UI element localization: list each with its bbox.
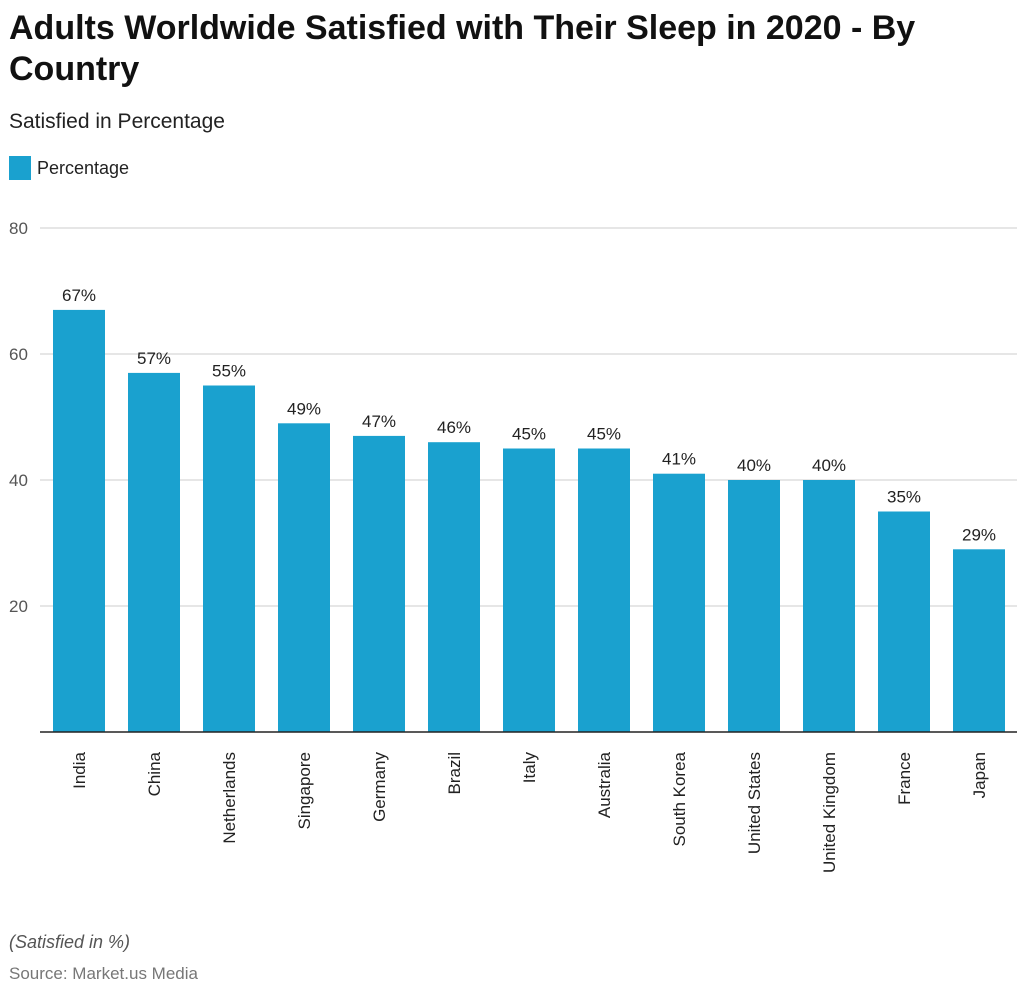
x-tick-label: Netherlands <box>220 752 239 844</box>
data-label: 47% <box>362 412 396 431</box>
data-label: 55% <box>212 362 246 381</box>
legend-swatch <box>9 156 31 180</box>
bar <box>278 423 330 732</box>
chart-title: Adults Worldwide Satisfied with Their Sl… <box>9 9 916 88</box>
chart-subtitle: Satisfied in Percentage <box>9 110 225 133</box>
data-label: 67% <box>62 286 96 305</box>
legend-label: Percentage <box>37 157 130 178</box>
x-tick-label: United States <box>745 752 764 854</box>
bar <box>728 480 780 732</box>
data-label: 45% <box>512 425 546 444</box>
y-tick-label: 60 <box>9 345 28 364</box>
bar <box>428 442 480 732</box>
data-label: 40% <box>812 456 846 475</box>
bar <box>128 372 180 732</box>
bar <box>878 511 930 732</box>
x-tick-label: Australia <box>595 751 614 818</box>
data-label: 41% <box>662 450 696 469</box>
legend: Percentage <box>9 156 129 180</box>
x-tick-label: Italy <box>520 752 539 784</box>
bar <box>578 448 630 732</box>
bar <box>953 549 1005 732</box>
x-tick-label: Japan <box>970 752 989 798</box>
bar <box>503 448 555 732</box>
bar <box>653 473 705 732</box>
data-label: 45% <box>587 425 621 444</box>
data-label: 46% <box>437 418 471 437</box>
data-label: 49% <box>287 399 321 418</box>
y-tick-label: 40 <box>9 471 28 490</box>
x-tick-label: Brazil <box>445 752 464 795</box>
x-tick-label: South Korea <box>670 751 689 846</box>
x-tick-label: China <box>145 751 164 796</box>
source-text: Source: Market.us Media <box>9 964 198 983</box>
data-label: 29% <box>962 525 996 544</box>
data-label: 40% <box>737 456 771 475</box>
x-tick-label: India <box>70 751 89 788</box>
x-tick-label: Germany <box>370 752 389 822</box>
x-tick-label: Singapore <box>295 752 314 830</box>
bar <box>53 309 105 732</box>
bar <box>803 480 855 732</box>
data-label: 35% <box>887 488 921 507</box>
y-tick-label: 80 <box>9 219 28 238</box>
footnote: (Satisfied in %) <box>9 932 131 952</box>
bar <box>353 435 405 732</box>
x-tick-label: France <box>895 752 914 805</box>
bar <box>203 385 255 732</box>
data-label: 57% <box>137 349 171 368</box>
x-tick-label: United Kingdom <box>820 752 839 873</box>
y-tick-label: 20 <box>9 597 28 616</box>
